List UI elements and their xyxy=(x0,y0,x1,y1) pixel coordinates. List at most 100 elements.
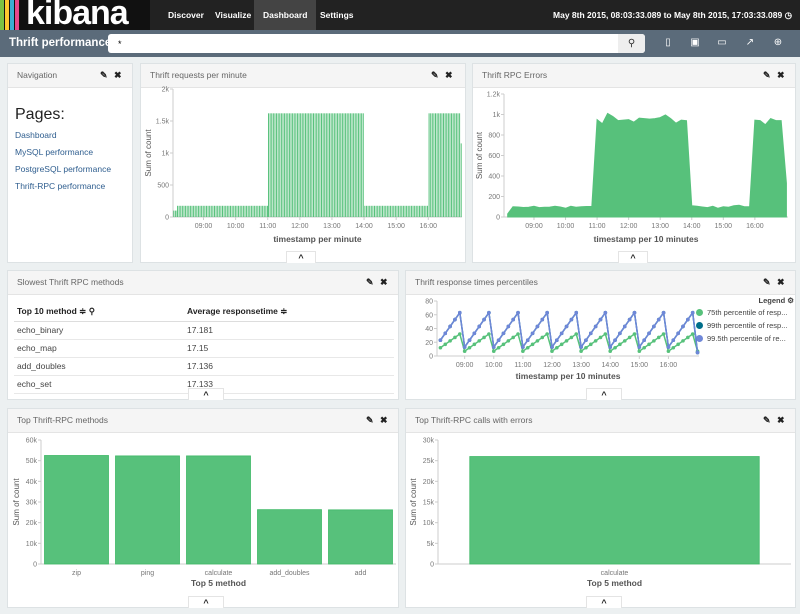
open-icon[interactable]: ▭ xyxy=(717,37,727,48)
nav-settings[interactable]: Settings xyxy=(320,10,354,20)
share-icon[interactable]: ↗ xyxy=(745,37,755,48)
bar xyxy=(359,113,361,217)
panel-title: Slowest Thrift RPC methods xyxy=(17,277,124,287)
legend-item[interactable]: 99.5th percentile of re... xyxy=(696,334,800,347)
data-point xyxy=(462,349,467,353)
bar xyxy=(247,205,249,217)
collapse-toggle[interactable]: ^ xyxy=(586,388,622,400)
bar xyxy=(269,113,271,217)
table-row: add_doubles 17.136 xyxy=(14,357,394,376)
bar xyxy=(404,205,406,217)
bar xyxy=(443,113,445,217)
column-header-method[interactable]: Top 10 method ≑ ⚲ xyxy=(14,303,184,322)
bar xyxy=(210,205,212,217)
edit-icon[interactable]: ✎ xyxy=(100,70,108,80)
data-point xyxy=(443,342,448,347)
x-axis-label: timestamp per minute xyxy=(273,234,362,244)
collapse-toggle[interactable]: ^ xyxy=(586,596,622,608)
close-icon[interactable]: ✖ xyxy=(445,70,453,80)
link-dashboard[interactable]: Dashboard xyxy=(15,130,57,140)
close-icon[interactable]: ✖ xyxy=(380,277,388,287)
chart-errors: 0 200 400 600 800 1k 1.2k Sum of count timestamp… xyxy=(475,92,788,244)
bar xyxy=(410,205,412,217)
bar xyxy=(220,205,222,217)
logo-stripe xyxy=(5,0,9,30)
bar xyxy=(340,113,342,217)
search-icon[interactable]: ⚲ xyxy=(88,306,95,317)
close-icon[interactable]: ✖ xyxy=(777,277,785,287)
time-picker[interactable]: May 8th 2015, 08:03:33.089 to May 8th 20… xyxy=(553,0,792,30)
edit-icon[interactable]: ✎ xyxy=(431,70,439,80)
query-input[interactable] xyxy=(108,34,645,53)
data-point xyxy=(598,335,603,340)
cell-method: echo_binary xyxy=(14,321,184,340)
bar xyxy=(438,113,440,217)
bar xyxy=(317,113,319,217)
legend-item[interactable]: 75th percentile of resp... xyxy=(696,308,800,321)
edit-icon[interactable]: ✎ xyxy=(763,277,771,287)
link-postgresql[interactable]: PostgreSQL performance xyxy=(15,164,112,174)
panel-title: Navigation xyxy=(17,70,58,80)
collapse-toggle[interactable]: ^ xyxy=(188,388,224,400)
panel-title: Top Thrift-RPC methods xyxy=(17,415,109,425)
new-dashboard-icon[interactable]: ▯ xyxy=(665,37,671,48)
legend-item[interactable]: 99th percentile of resp... xyxy=(696,321,800,334)
y-tick-label: 50k xyxy=(26,458,38,465)
y-tick-label: 1k xyxy=(162,151,170,158)
bar xyxy=(439,113,441,217)
collapse-toggle[interactable]: ^ xyxy=(618,251,648,263)
nav-dashboard[interactable]: Dashboard xyxy=(254,0,317,30)
bar xyxy=(228,205,230,217)
bar xyxy=(338,113,340,217)
edit-icon[interactable]: ✎ xyxy=(366,415,374,425)
bar xyxy=(249,205,251,217)
collapse-toggle[interactable]: ^ xyxy=(286,251,316,263)
data-point xyxy=(564,324,569,329)
y-tick-label: 0 xyxy=(496,215,500,222)
legend-label: 75th percentile of resp... xyxy=(707,308,788,317)
collapse-toggle[interactable]: ^ xyxy=(188,596,224,608)
edit-icon[interactable]: ✎ xyxy=(763,70,771,80)
x-tick-label: zip xyxy=(72,570,81,577)
close-icon[interactable]: ✖ xyxy=(114,70,122,80)
bar xyxy=(298,113,300,217)
chart-percentiles: 0 20 40 60 80 timestamp per 10 minutes 09:00 10… xyxy=(425,299,700,381)
bar xyxy=(115,455,180,565)
bar xyxy=(386,205,388,217)
close-icon[interactable]: ✖ xyxy=(777,70,785,80)
y-tick-label: 15k xyxy=(423,500,435,507)
bar xyxy=(185,205,187,217)
data-point xyxy=(559,342,564,347)
y-tick-label: 800 xyxy=(488,133,500,140)
data-point xyxy=(613,345,617,350)
close-icon[interactable]: ✖ xyxy=(777,415,785,425)
link-mysql[interactable]: MySQL performance xyxy=(15,147,94,157)
bar xyxy=(431,113,433,217)
link-thrift-rpc[interactable]: Thrift-RPC performance xyxy=(15,181,106,191)
nav-visualize[interactable]: Visualize xyxy=(215,10,252,20)
column-header-responsetime[interactable]: Average responsetime ≑ xyxy=(184,303,394,322)
data-point xyxy=(686,335,690,340)
legend-toggle[interactable]: Legend ⚙ xyxy=(758,296,794,305)
data-point xyxy=(671,338,676,342)
x-tick-label: 14:00 xyxy=(683,223,701,230)
data-point xyxy=(550,349,554,353)
nav-discover[interactable]: Discover xyxy=(168,10,204,20)
bar xyxy=(415,205,417,217)
add-visualization-icon[interactable]: ⊕ xyxy=(773,37,783,48)
edit-icon[interactable]: ✎ xyxy=(366,277,374,287)
x-tick-label: 14:00 xyxy=(601,362,619,369)
edit-icon[interactable]: ✎ xyxy=(763,415,771,425)
y-tick-label: 0 xyxy=(430,562,434,569)
data-point xyxy=(603,310,608,315)
data-point xyxy=(690,332,695,336)
save-icon[interactable]: ▣ xyxy=(690,37,700,48)
close-icon[interactable]: ✖ xyxy=(380,415,388,425)
search-button[interactable]: ⚲ xyxy=(618,34,645,53)
data-point xyxy=(467,338,472,342)
bar xyxy=(433,113,435,217)
kibana-logo[interactable]: kibana xyxy=(0,0,150,30)
data-point xyxy=(545,310,549,315)
bar xyxy=(174,210,176,217)
y-axis-label: Sum of count xyxy=(12,478,21,526)
